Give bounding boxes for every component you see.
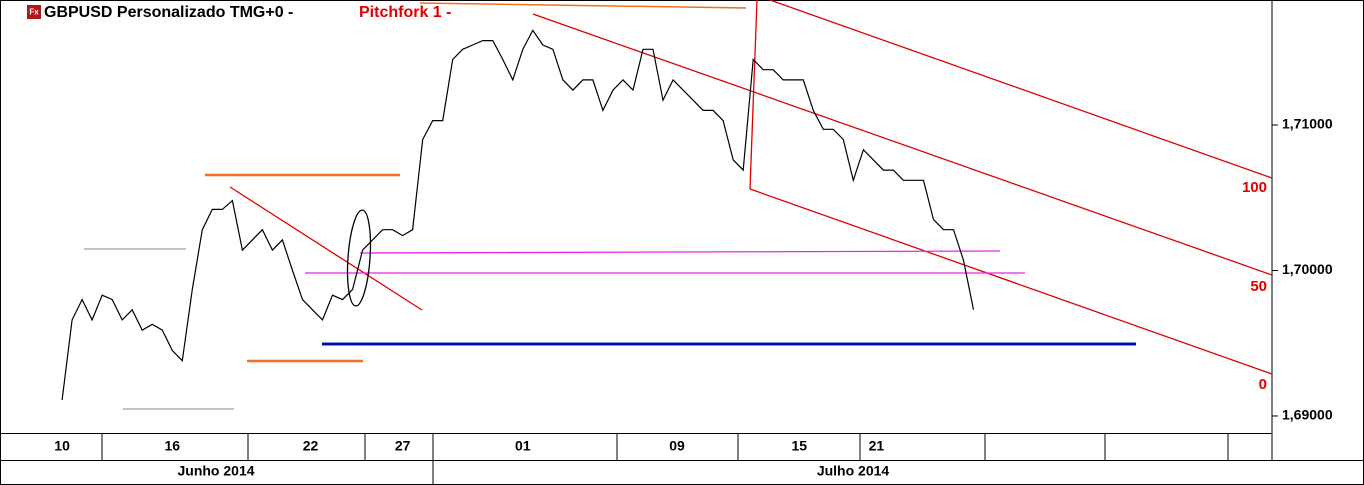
x-tick-label: 27 xyxy=(395,438,411,454)
x-tick-label: 10 xyxy=(54,438,70,454)
magenta-line xyxy=(359,250,1001,254)
drawings xyxy=(84,0,1273,410)
ellipse xyxy=(346,209,372,307)
orange-line xyxy=(419,2,747,9)
x-tick-label: 01 xyxy=(515,438,531,454)
x-tick-label: 09 xyxy=(669,438,685,454)
time-separators xyxy=(101,433,1229,485)
y-tick-label: 1,69000 xyxy=(1282,407,1333,423)
icon-label: Fx xyxy=(29,8,39,17)
y-tick-label: 1,71000 xyxy=(1282,116,1333,132)
chart-title: GBPUSD Personalizado TMG+0 - xyxy=(44,4,293,21)
x-tick-label: 16 xyxy=(164,438,180,454)
x-tick-label: 21 xyxy=(869,438,885,454)
pitchfork-handle xyxy=(749,0,758,190)
y-tick-label: 1,70000 xyxy=(1282,261,1333,277)
pitchfork-level: 0 xyxy=(1259,376,1267,393)
pitchfork-level: 100 xyxy=(1242,179,1267,196)
trend-line xyxy=(229,186,423,311)
x-tick-label: 15 xyxy=(791,438,807,454)
pitchfork-level: 50 xyxy=(1250,278,1267,295)
month-label: Junho 2014 xyxy=(177,463,254,479)
pitchfork-upper xyxy=(769,0,1273,179)
price-line xyxy=(61,29,975,401)
pitchfork-lower xyxy=(749,188,1273,375)
pitchfork-median xyxy=(532,13,1273,276)
annotation: Pitchfork 1 - xyxy=(359,4,451,21)
x-tick-label: 22 xyxy=(303,438,319,454)
month-label: Julho 2014 xyxy=(817,463,890,479)
symbol-icon xyxy=(27,5,41,19)
